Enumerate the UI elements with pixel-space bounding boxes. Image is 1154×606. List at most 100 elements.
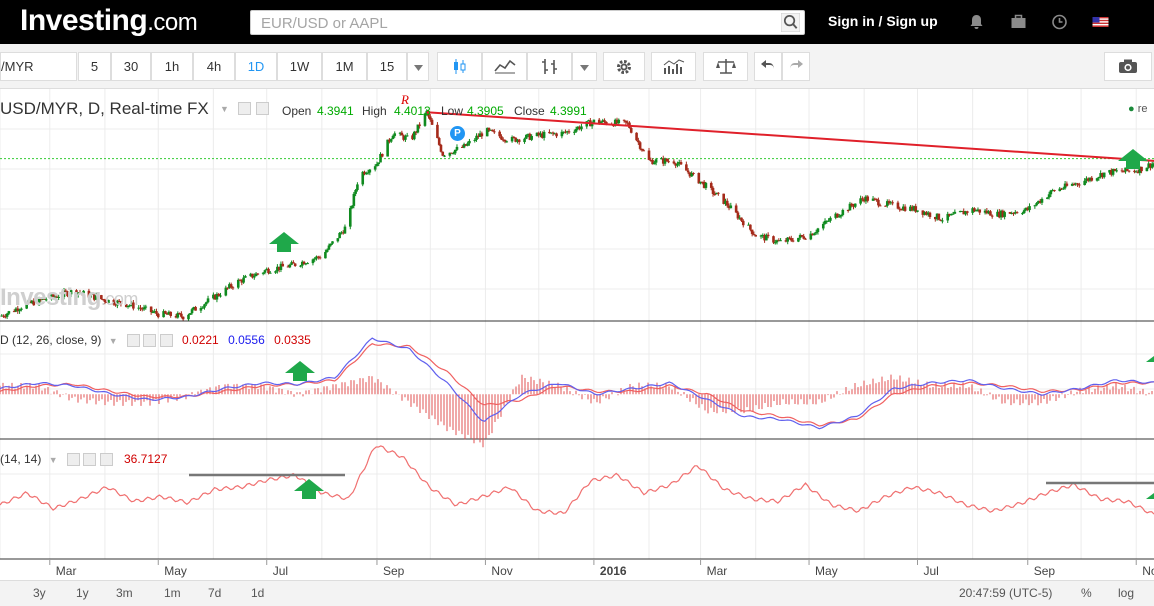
candle-body <box>167 311 171 315</box>
macd-close-icon[interactable] <box>159 334 173 348</box>
candle-body <box>103 299 107 302</box>
candles-button[interactable] <box>437 52 482 81</box>
candle-body <box>124 304 128 308</box>
interval-1h[interactable]: 1h <box>151 52 193 81</box>
interval-15[interactable]: 15 <box>367 52 407 81</box>
candle-body <box>704 182 708 188</box>
bars-button[interactable] <box>527 52 572 81</box>
redo-button[interactable] <box>782 52 810 81</box>
indicators-button[interactable] <box>651 52 696 81</box>
candle-body <box>402 135 405 140</box>
candle-body <box>348 208 352 227</box>
candle-body <box>64 290 68 292</box>
candle-body <box>653 162 656 165</box>
sign-in-link[interactable]: Sign in / Sign up <box>828 13 938 29</box>
candle-body <box>722 193 725 204</box>
candle-body <box>132 302 135 309</box>
interval-1w[interactable]: 1W <box>277 52 322 81</box>
candle-body <box>498 131 501 137</box>
candle-body <box>39 298 43 300</box>
x-tick-label: May <box>164 564 187 578</box>
area-chart-button[interactable] <box>482 52 527 81</box>
candle-body <box>52 294 55 297</box>
snapshot-button[interactable] <box>1104 52 1152 81</box>
interval-30[interactable]: 30 <box>111 52 151 81</box>
interval-5[interactable]: 5 <box>78 52 111 81</box>
bell-icon[interactable] <box>968 14 985 30</box>
range-3m[interactable]: 3m <box>116 586 133 600</box>
legend-settings-icon[interactable] <box>256 102 269 115</box>
candle-body <box>149 306 153 313</box>
log-toggle[interactable]: log <box>1118 586 1135 600</box>
interval-dropdown[interactable] <box>407 52 429 81</box>
investing-logo[interactable]: Investing.com <box>20 4 198 37</box>
rsi-eye-icon[interactable] <box>66 453 80 467</box>
rsi-settings-icon[interactable] <box>83 453 97 467</box>
candle-body <box>37 298 41 306</box>
candle-body <box>391 135 395 140</box>
search-icon[interactable] <box>781 13 800 32</box>
candle-body <box>361 171 365 185</box>
candle-body <box>480 133 484 137</box>
macd-settings-icon[interactable] <box>143 334 157 348</box>
interval-4h[interactable]: 4h <box>193 52 235 81</box>
range-3y[interactable]: 3y <box>33 586 46 600</box>
clock-icon[interactable] <box>1051 14 1068 30</box>
candle-body <box>592 119 596 123</box>
macd-eye-icon[interactable] <box>127 334 140 348</box>
candle-body <box>436 124 439 139</box>
candle-body <box>68 294 71 297</box>
x-tick-label: Jul <box>273 564 288 578</box>
legend-eye-icon[interactable] <box>238 102 251 115</box>
undo-button[interactable] <box>754 52 782 81</box>
legend-dropdown-icon[interactable]: ▼ <box>220 104 229 114</box>
candle-body <box>181 316 185 320</box>
macd-line <box>0 337 1154 430</box>
macd-dropdown-icon[interactable]: ▼ <box>108 336 118 346</box>
candle-body <box>386 139 389 157</box>
range-7d[interactable]: 7d <box>208 586 222 600</box>
rsi-dropdown-icon[interactable]: ▼ <box>48 455 58 465</box>
chart-type-dropdown[interactable] <box>572 52 597 81</box>
interval-1m[interactable]: 1M <box>322 52 367 81</box>
us-flag-icon[interactable] <box>1092 14 1109 30</box>
symbol-field[interactable]: /MYR <box>0 52 77 81</box>
candle-body <box>901 206 905 210</box>
candle-body <box>974 210 978 212</box>
percent-toggle[interactable]: % <box>1081 586 1092 600</box>
open-label: Open <box>282 104 312 118</box>
candle-body <box>427 110 430 117</box>
search-input[interactable]: EUR/USD or AAPL <box>250 10 805 35</box>
candle-body <box>861 198 864 200</box>
candle-body <box>501 139 505 141</box>
candle-body <box>759 235 763 237</box>
candle-body <box>713 193 717 195</box>
candle-body <box>277 266 281 270</box>
chart-canvas[interactable]: Mar May Jul Sep Nov 2016 Mar May Jul Sep Nov <box>0 89 1154 581</box>
briefcase-icon[interactable] <box>1010 14 1027 30</box>
candle-body <box>91 293 94 295</box>
settings-button[interactable] <box>603 52 645 81</box>
interval-1d[interactable]: 1D <box>235 52 277 81</box>
candle-body <box>953 211 957 214</box>
rsi-close-icon[interactable] <box>99 453 113 467</box>
candle-body <box>948 213 951 216</box>
chevron-down-icon <box>580 65 589 71</box>
candle-body <box>949 213 953 216</box>
compare-button[interactable] <box>703 52 748 81</box>
candle-body <box>660 158 663 160</box>
p-event-badge[interactable]: P <box>450 126 465 141</box>
high-label: High <box>362 104 387 118</box>
candle-body <box>709 182 713 188</box>
range-1d[interactable]: 1d <box>251 586 265 600</box>
candle-body <box>62 290 66 297</box>
range-1y[interactable]: 1y <box>76 586 89 600</box>
candle-body <box>304 263 308 265</box>
candle-body <box>477 135 480 137</box>
candle-body <box>903 206 907 211</box>
candle-body <box>958 211 962 213</box>
candle-body <box>784 240 788 242</box>
candle-body <box>765 234 768 241</box>
range-1m[interactable]: 1m <box>164 586 181 600</box>
candle-body <box>453 149 457 154</box>
